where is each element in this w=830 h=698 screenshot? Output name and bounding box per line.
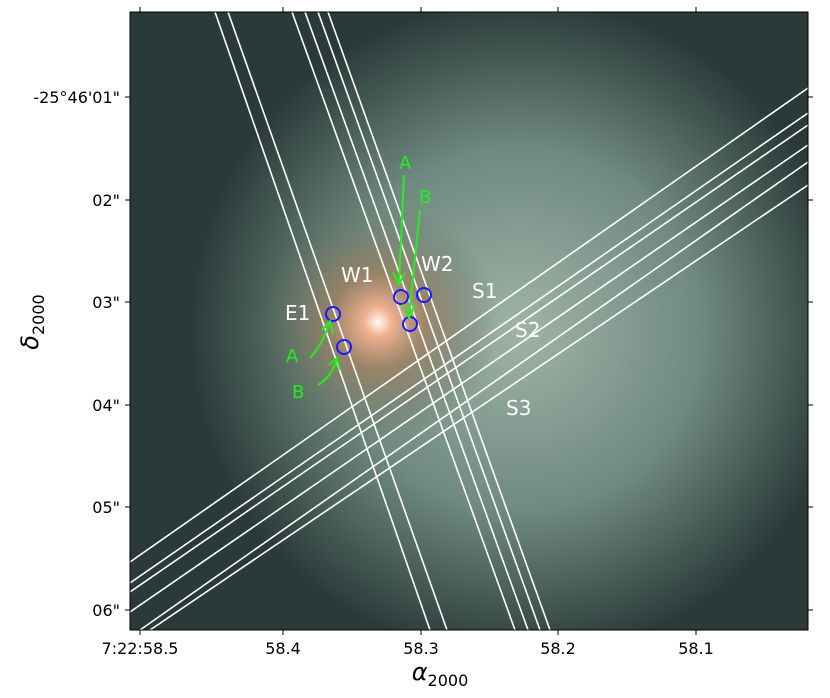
- slit-label: W2: [421, 252, 454, 276]
- x-tick-label: 58.1: [678, 639, 714, 658]
- position-label: A: [286, 346, 299, 367]
- slit-label: S2: [515, 318, 540, 342]
- image: E1 W1 W2 S1 S2 S3 A B A B: [130, 12, 808, 630]
- x-tick-label: 58.2: [540, 639, 576, 658]
- y-tick-label: 05": [92, 498, 120, 517]
- x-axis-label: α2000: [412, 658, 469, 690]
- y-tick-label: 03": [92, 293, 120, 312]
- ticks: 7:22:58.5 58.4 58.3 58.2 58.1 -25°46'01" 02" 03…: [33, 7, 813, 658]
- x-tick-label: 7:22:58.5: [102, 639, 179, 658]
- y-axis-label: δ2000: [16, 294, 48, 349]
- y-tick-label: 02": [92, 191, 120, 210]
- x-symbol: α: [412, 658, 428, 686]
- position-label: A: [399, 153, 412, 174]
- y-subscript: 2000: [29, 294, 48, 335]
- position-label: B: [419, 187, 431, 208]
- x-tick-label: 58.3: [403, 639, 439, 658]
- slit-label: E1: [285, 301, 310, 325]
- arrows: [309, 174, 421, 386]
- y-tick-label: 06": [92, 601, 120, 620]
- slit-label: S1: [472, 279, 497, 303]
- x-tick-label: 58.4: [265, 639, 301, 658]
- frame: [129, 11, 809, 631]
- y-tick-label: -25°46'01": [33, 88, 120, 107]
- position-label: B: [292, 382, 304, 403]
- slit-label: S3: [506, 396, 531, 420]
- x-subscript: 2000: [428, 671, 469, 690]
- y-symbol: δ: [16, 335, 44, 350]
- slit-label: W1: [341, 263, 374, 287]
- y-tick-label: 04": [92, 396, 120, 415]
